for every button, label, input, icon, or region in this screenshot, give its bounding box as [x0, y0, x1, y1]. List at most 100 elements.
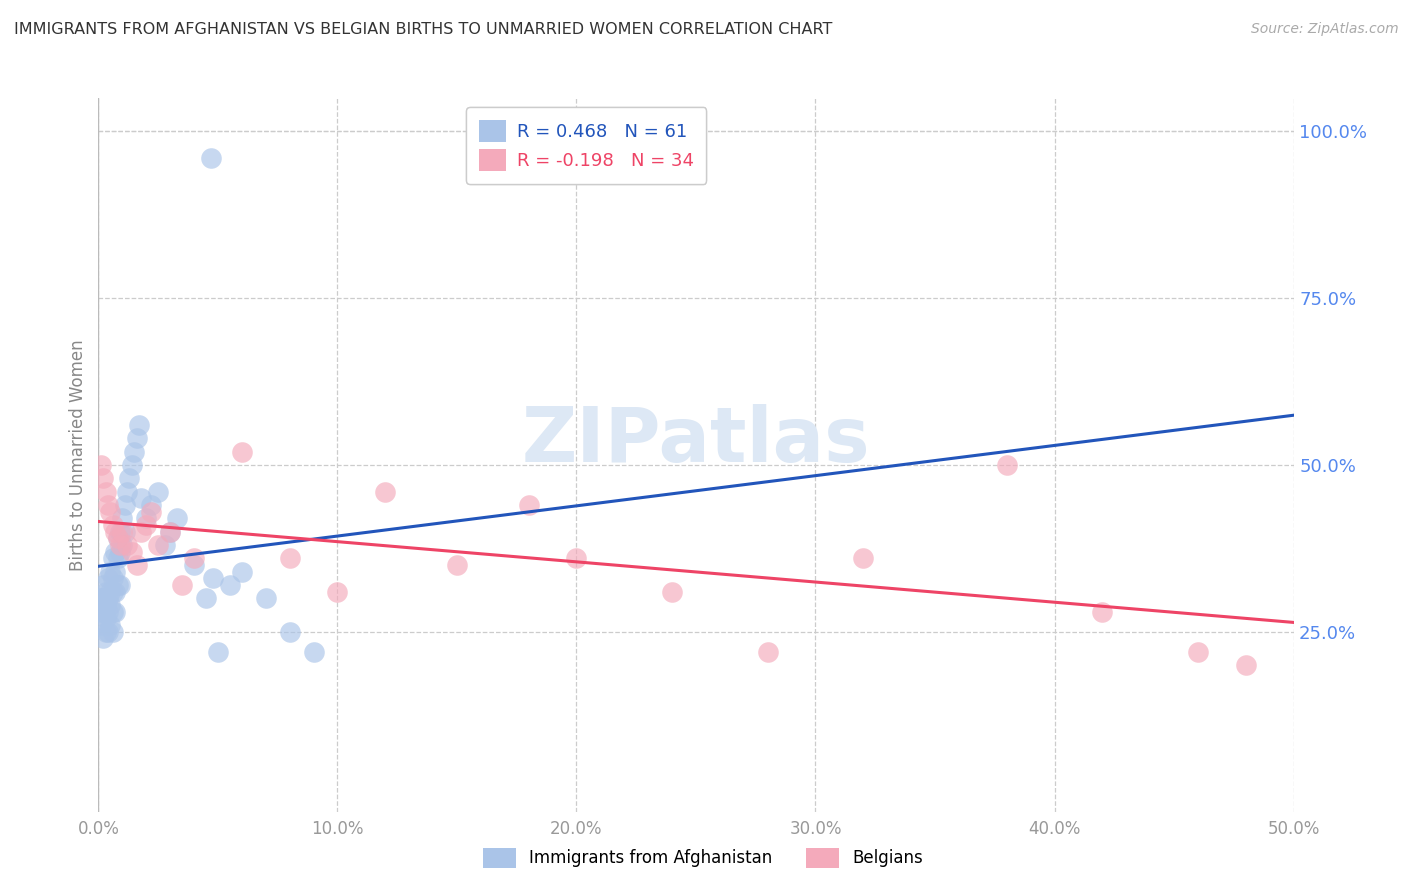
- Point: [94, 484, 117, 499]
- Point: [97, 624, 120, 639]
- Point: [104, 544, 127, 558]
- Point: [107, 578, 129, 592]
- Point: [254, 591, 277, 606]
- Point: [111, 538, 134, 552]
- Point: [91, 632, 114, 646]
- Point: [135, 518, 157, 533]
- Point: [517, 498, 540, 512]
- Point: [90, 591, 112, 606]
- Point: [278, 551, 301, 566]
- Point: [124, 444, 146, 458]
- Point: [107, 531, 129, 545]
- Point: [108, 544, 131, 558]
- Point: [111, 511, 134, 525]
- Point: [1234, 658, 1257, 673]
- Point: [200, 151, 222, 165]
- Point: [98, 584, 122, 599]
- Point: [159, 524, 181, 539]
- Point: [155, 538, 177, 552]
- Point: [101, 571, 124, 585]
- Point: [183, 558, 205, 572]
- Point: [90, 458, 112, 472]
- Point: [97, 591, 120, 606]
- Point: [107, 551, 129, 566]
- Point: [101, 624, 124, 639]
- Point: [90, 618, 112, 632]
- Legend: Immigrants from Afghanistan, Belgians: Immigrants from Afghanistan, Belgians: [477, 841, 929, 875]
- Point: [219, 578, 242, 592]
- Text: ZIPatlas: ZIPatlas: [522, 404, 870, 477]
- Point: [231, 565, 253, 579]
- Point: [94, 598, 117, 612]
- Point: [121, 458, 143, 472]
- Point: [108, 578, 131, 592]
- Point: [374, 484, 396, 499]
- Point: [111, 524, 134, 539]
- Text: Source: ZipAtlas.com: Source: ZipAtlas.com: [1251, 22, 1399, 37]
- Point: [114, 498, 136, 512]
- Point: [131, 524, 153, 539]
- Point: [107, 531, 129, 545]
- Point: [104, 524, 127, 539]
- Point: [91, 605, 114, 619]
- Point: [231, 444, 253, 458]
- Point: [139, 505, 162, 519]
- Point: [135, 511, 157, 525]
- Point: [104, 584, 127, 599]
- Y-axis label: Births to Unmarried Women: Births to Unmarried Women: [69, 339, 87, 571]
- Point: [98, 618, 122, 632]
- Point: [97, 605, 120, 619]
- Point: [121, 544, 143, 558]
- Point: [131, 491, 153, 506]
- Point: [565, 551, 588, 566]
- Point: [661, 584, 683, 599]
- Point: [108, 524, 131, 539]
- Point: [91, 591, 114, 606]
- Point: [101, 584, 124, 599]
- Point: [202, 571, 225, 585]
- Point: [94, 584, 117, 599]
- Point: [128, 417, 150, 432]
- Point: [91, 578, 114, 592]
- Point: [183, 551, 205, 566]
- Point: [302, 645, 325, 659]
- Point: [94, 611, 117, 625]
- Point: [278, 624, 301, 639]
- Point: [159, 524, 181, 539]
- Point: [125, 558, 148, 572]
- Point: [194, 591, 218, 606]
- Point: [97, 571, 120, 585]
- Point: [104, 605, 127, 619]
- Point: [108, 538, 131, 552]
- Point: [98, 505, 122, 519]
- Point: [90, 605, 112, 619]
- Point: [118, 471, 141, 485]
- Point: [166, 511, 188, 525]
- Point: [101, 605, 124, 619]
- Point: [98, 598, 122, 612]
- Point: [104, 565, 127, 579]
- Point: [101, 518, 124, 533]
- Point: [98, 565, 122, 579]
- Point: [148, 538, 170, 552]
- Point: [756, 645, 779, 659]
- Point: [115, 538, 138, 552]
- Point: [995, 458, 1018, 472]
- Point: [1187, 645, 1209, 659]
- Point: [114, 524, 136, 539]
- Point: [97, 498, 120, 512]
- Text: IMMIGRANTS FROM AFGHANISTAN VS BELGIAN BIRTHS TO UNMARRIED WOMEN CORRELATION CHA: IMMIGRANTS FROM AFGHANISTAN VS BELGIAN B…: [14, 22, 832, 37]
- Point: [1091, 605, 1114, 619]
- Point: [101, 551, 124, 566]
- Point: [207, 645, 229, 659]
- Point: [139, 498, 162, 512]
- Point: [115, 484, 138, 499]
- Point: [172, 578, 194, 592]
- Point: [148, 484, 170, 499]
- Point: [446, 558, 468, 572]
- Point: [94, 624, 117, 639]
- Point: [852, 551, 875, 566]
- Point: [91, 471, 114, 485]
- Legend: R = 0.468   N = 61, R = -0.198   N = 34: R = 0.468 N = 61, R = -0.198 N = 34: [465, 107, 706, 184]
- Point: [125, 431, 148, 445]
